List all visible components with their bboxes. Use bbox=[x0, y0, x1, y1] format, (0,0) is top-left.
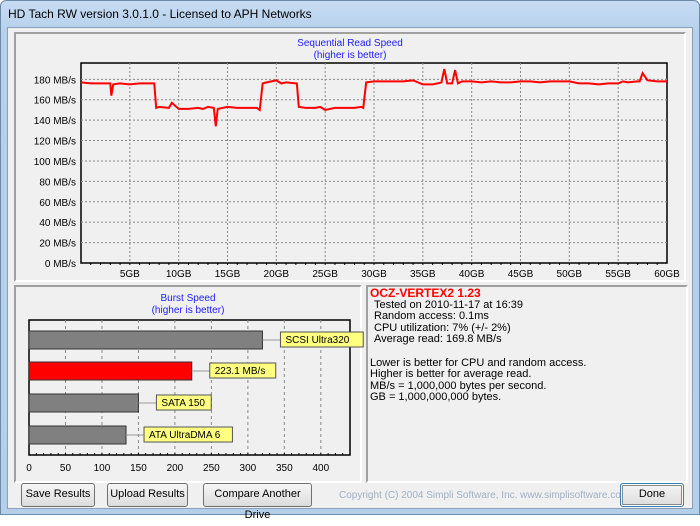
info-line: Average read: 169.8 MB/s bbox=[374, 333, 502, 345]
note-line: Lower is better for CPU and random acces… bbox=[370, 356, 587, 369]
burst-bar bbox=[28, 330, 263, 350]
results-info-panel: OCZ-VERTEX2 1.23 Tested on 2010-11-17 at… bbox=[366, 285, 688, 483]
bar-label-box bbox=[143, 426, 233, 443]
bar-label: 223.1 MB/s bbox=[215, 366, 266, 377]
y-tick-label: 160 MB/s bbox=[34, 96, 76, 107]
x-tick-label: 400 bbox=[312, 463, 329, 474]
x-tick-label: 150 bbox=[130, 463, 147, 474]
x-tick-label: 200 bbox=[167, 463, 184, 474]
x-tick-label: 50 bbox=[60, 463, 72, 474]
x-tick-label: 5GB bbox=[120, 269, 140, 280]
x-tick-label: 10GB bbox=[166, 269, 192, 280]
y-tick-label: 100 MB/s bbox=[34, 157, 76, 168]
seq-chart-title: Sequential Read Speed bbox=[297, 38, 403, 49]
x-tick-label: 20GB bbox=[264, 269, 290, 280]
bar-label: SCSI Ultra320 bbox=[285, 335, 349, 346]
x-tick-label: 45GB bbox=[508, 269, 534, 280]
x-tick-label: 25GB bbox=[312, 269, 338, 280]
x-tick-label: 100 bbox=[94, 463, 111, 474]
read-speed-series-line bbox=[80, 68, 667, 127]
seq-chart-subtitle: (higher is better) bbox=[313, 50, 387, 61]
save-results-button[interactable]: Save Results bbox=[21, 483, 95, 507]
note-line: GB = 1,000,000,000 bytes. bbox=[370, 391, 502, 403]
x-tick-label: 40GB bbox=[459, 269, 485, 280]
y-tick-label: 140 MB/s bbox=[34, 116, 76, 127]
x-tick-label: 30GB bbox=[361, 269, 387, 280]
x-tick-label: 250 bbox=[203, 463, 220, 474]
y-tick-label: 80 MB/s bbox=[39, 177, 76, 188]
y-tick-label: 40 MB/s bbox=[39, 218, 76, 229]
note-line: MB/s = 1,000,000 bytes per second. bbox=[370, 379, 547, 392]
x-tick-label: 60GB bbox=[654, 269, 680, 280]
burst-speed-chart: 0 50 100 150 200 250 300 350 400 SCSI Ultra320 223… bbox=[26, 319, 364, 474]
drive-name: OCZ-VERTEX2 1.23 bbox=[370, 286, 481, 300]
burst-chart-subtitle: (higher is better) bbox=[151, 305, 225, 316]
info-line: CPU utilization: 7% (+/- 2%) bbox=[374, 321, 511, 334]
bar-label: SATA 150 bbox=[161, 398, 205, 409]
x-tick-label: 55GB bbox=[605, 269, 631, 280]
upload-results-button[interactable]: Upload Results bbox=[107, 483, 188, 507]
compare-another-drive-button[interactable]: Compare Another Drive bbox=[203, 483, 312, 521]
copyright-text: Copyright (C) 2004 Simpli Software, Inc.… bbox=[339, 490, 630, 501]
y-tick-label: 0 MB/s bbox=[45, 259, 76, 270]
done-button[interactable]: Done bbox=[620, 483, 684, 507]
y-tick-label: 20 MB/s bbox=[39, 239, 76, 250]
bar-label-box bbox=[209, 362, 277, 379]
burst-bar bbox=[28, 361, 193, 381]
burst-bar bbox=[28, 393, 139, 413]
info-line: Tested on 2010-11-17 at 16:39 bbox=[374, 298, 524, 311]
y-tick-label: 180 MB/s bbox=[34, 75, 76, 86]
y-tick-label: 60 MB/s bbox=[39, 198, 76, 209]
y-tick-label: 120 MB/s bbox=[34, 137, 76, 148]
info-line: Random access: 0.1ms bbox=[374, 310, 489, 322]
bar-label-box bbox=[155, 394, 212, 411]
sequential-read-chart: 0 MB/s 20 MB/s 40 MB/s 60 MB/s 80 MB/s 100 MB… bbox=[34, 62, 680, 280]
x-tick-label: 350 bbox=[276, 463, 293, 474]
x-tick-label: 300 bbox=[240, 463, 257, 474]
x-tick-label: 0 bbox=[26, 463, 32, 474]
bar-label-box bbox=[279, 331, 364, 348]
x-tick-label: 50GB bbox=[557, 269, 583, 280]
window-title: HD Tach RW version 3.0.1.0 - Licensed to… bbox=[8, 7, 312, 21]
burst-bar bbox=[28, 425, 127, 445]
note-line: Higher is better for average read. bbox=[370, 368, 532, 380]
x-tick-label: 35GB bbox=[410, 269, 436, 280]
x-tick-label: 15GB bbox=[215, 269, 241, 280]
bar-label: ATA UltraDMA 6 bbox=[149, 430, 221, 441]
burst-chart-title: Burst Speed bbox=[160, 293, 216, 304]
